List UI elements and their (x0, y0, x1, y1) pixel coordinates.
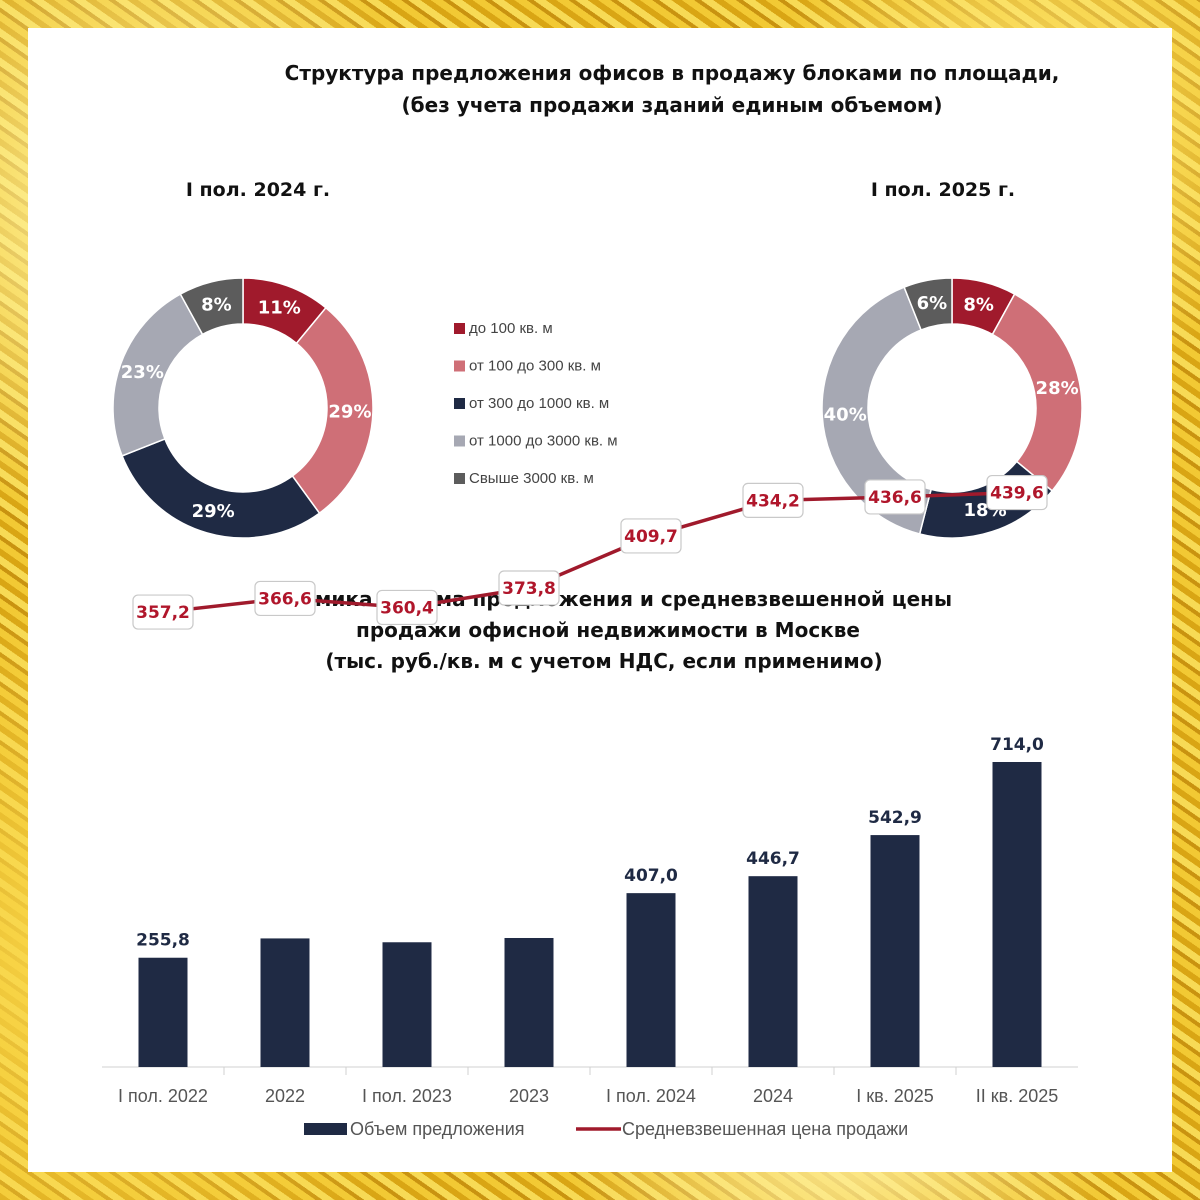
legend-swatch (454, 473, 465, 484)
legend-bar-swatch (304, 1123, 347, 1135)
legend-bar-label: Объем предложения (350, 1119, 525, 1139)
legend-swatch (454, 360, 465, 372)
bottom-title-line2: продажи офисной недвижимости в Москве (356, 618, 860, 642)
top-title-line1: Структура предложения офисов в продажу б… (285, 61, 1060, 85)
price-value-label: 373,8 (502, 579, 556, 599)
price-label-box (864, 479, 926, 515)
x-tick-label: II кв. 2025 (976, 1086, 1059, 1106)
donut-slice-label: 29% (328, 401, 371, 422)
x-tick-label: I пол. 2022 (118, 1086, 208, 1106)
donut-slice-label: 23% (121, 362, 164, 383)
donut-2024-title: I пол. 2024 г. (186, 179, 330, 201)
price-value-label: 436,6 (868, 488, 922, 508)
legend-label: от 1000 до 3000 кв. м (469, 433, 618, 450)
bar-volume (992, 762, 1042, 1067)
bar-volume (626, 893, 676, 1067)
legend-line-label: Средневзвешенная цена продажи (622, 1119, 908, 1139)
x-tick-label: 2024 (753, 1086, 793, 1106)
donut-chart-2024: 11% 29% 29% 23% 8% (112, 277, 374, 539)
x-tick-label: I кв. 2025 (856, 1086, 933, 1106)
bar-value-label: 714,0 (990, 735, 1044, 755)
bar-volume (260, 938, 310, 1067)
x-tick-label: I пол. 2023 (362, 1086, 452, 1106)
price-label-box (376, 589, 438, 626)
combo-chart: 255,8 I пол. 2022 2022 I пол. 2023 2023 407,0… (102, 474, 1078, 1106)
price-value-label: 434,2 (746, 491, 800, 511)
bar-value-label: 407,0 (624, 866, 678, 886)
price-value-label: 360,4 (380, 598, 434, 618)
donut-slice (991, 293, 1083, 492)
bottom-title-line3: (тыс. руб./кв. м с учетом НДС, если прим… (325, 649, 882, 673)
bar-volume (138, 957, 188, 1067)
legend-label: Свыше 3000 кв. м (469, 470, 594, 487)
price-label-box (620, 518, 682, 554)
price-label-box (986, 474, 1048, 511)
legend-swatch (454, 398, 465, 409)
donut-slice-label: 29% (192, 501, 235, 522)
top-title-line2: (без учета продажи зданий единым объемом… (402, 93, 943, 117)
bar-value-label: 255,8 (136, 931, 190, 951)
price-label-box (498, 570, 560, 606)
donut-chart-2025: 8%28%18%40%6% (821, 277, 1083, 539)
legend-label: до 100 кв. м (469, 320, 553, 337)
legend-label: от 300 до 1000 кв. м (469, 395, 609, 412)
bottom-title-line1: Динамика объема предложения и средневзве… (256, 587, 952, 611)
donut-slice-label: 40% (824, 405, 867, 426)
infographic-svg: Структура предложения офисов в продажу б… (102, 61, 1083, 1139)
donut-2025-title: I пол. 2025 г. (871, 179, 1015, 201)
donut-slice-label: 11% (258, 297, 301, 318)
donut-slice (821, 286, 933, 535)
donut-slice-label: 8% (963, 294, 994, 315)
legend-label: от 100 до 300 кв. м (469, 358, 601, 375)
legend-swatch (454, 435, 465, 447)
price-label-box (254, 580, 316, 617)
donut-legend: до 100 кв. м от 100 до 300 кв. м от 300 до… (454, 320, 618, 487)
bar-value-label: 446,7 (746, 849, 800, 869)
donut-slice-label: 28% (1036, 378, 1079, 399)
donut-slice (179, 277, 244, 336)
bar-volume (382, 942, 432, 1067)
combo-legend: Объем предложения Средневзвешенная цена п… (304, 1119, 908, 1139)
bar-volume (504, 937, 554, 1067)
price-value-label: 439,6 (990, 484, 1044, 504)
price-value-label: 409,7 (624, 527, 678, 547)
donut-slice (903, 277, 953, 331)
bar-volume (870, 835, 920, 1067)
price-value-label: 357,2 (136, 603, 190, 623)
donut-slice (121, 437, 321, 539)
donut-slice-label: 6% (917, 293, 948, 314)
legend-swatch (454, 323, 465, 334)
x-tick-label: 2023 (509, 1086, 549, 1106)
x-tick-label: 2022 (265, 1086, 305, 1106)
bar-volume (748, 876, 798, 1067)
bar-value-label: 542,9 (868, 808, 922, 828)
price-value-label: 366,6 (258, 589, 312, 609)
infographic-card: Структура предложения офисов в продажу б… (28, 28, 1172, 1172)
price-label-box (132, 594, 194, 630)
price-label-box (742, 482, 804, 519)
donut-slice-label: 8% (201, 294, 232, 315)
x-tick-label: I пол. 2024 (606, 1086, 696, 1106)
